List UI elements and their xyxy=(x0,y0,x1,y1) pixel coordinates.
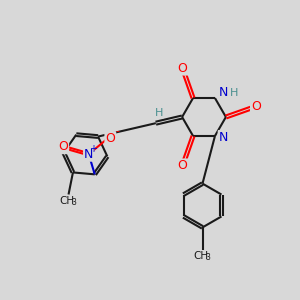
Text: O: O xyxy=(178,61,188,74)
Text: O: O xyxy=(178,160,188,172)
Text: N: N xyxy=(219,131,228,144)
Text: O: O xyxy=(105,132,115,145)
Text: +: + xyxy=(89,144,97,154)
Text: N: N xyxy=(219,86,228,99)
Text: H: H xyxy=(230,88,238,98)
Text: H: H xyxy=(154,108,163,118)
Text: CH: CH xyxy=(194,251,209,261)
Text: 3: 3 xyxy=(206,253,211,262)
Text: CH: CH xyxy=(59,196,75,206)
Text: -: - xyxy=(115,126,119,136)
Text: N: N xyxy=(84,148,93,161)
Text: O: O xyxy=(58,140,68,153)
Text: O: O xyxy=(251,100,261,113)
Text: 3: 3 xyxy=(72,198,77,207)
